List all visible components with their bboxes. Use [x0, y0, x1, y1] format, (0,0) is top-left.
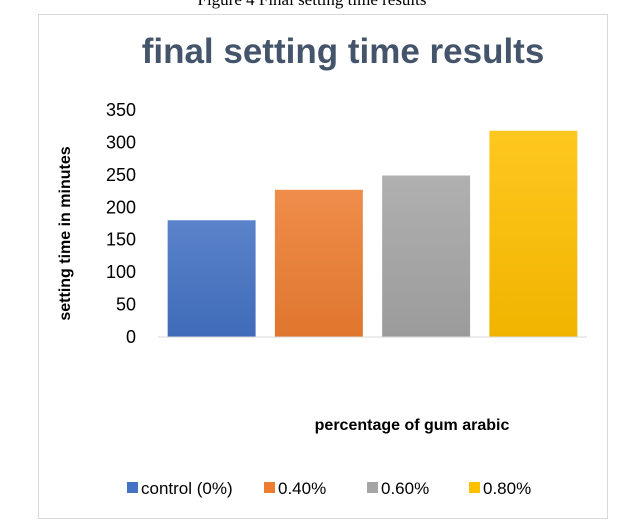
- y-tick-label: 100: [106, 262, 136, 282]
- legend: control (0%) 0.40% 0.60% 0.80%: [127, 479, 531, 498]
- y-tick-label: 250: [106, 165, 136, 185]
- bar-2: [274, 189, 363, 337]
- legend-swatch: [127, 482, 138, 493]
- legend-label: 0.40%: [278, 479, 326, 498]
- figure-caption-text: Figure 4 Final setting time results: [0, 0, 624, 10]
- legend-label: control (0%): [141, 479, 233, 498]
- y-tick-label: 200: [106, 197, 136, 217]
- y-tick-label: 150: [106, 230, 136, 250]
- legend-swatch: [469, 482, 480, 493]
- bar-1: [167, 220, 256, 337]
- y-tick-label: 300: [106, 132, 136, 152]
- y-axis-label: setting time in minutes: [57, 146, 74, 320]
- bar-3: [382, 175, 471, 337]
- figure-caption: Figure 4 Final setting time results: [0, 0, 624, 16]
- legend-label: 0.60%: [381, 479, 429, 498]
- legend-swatch: [264, 482, 275, 493]
- legend-swatch: [367, 482, 378, 493]
- bar-4: [489, 130, 578, 337]
- y-tick-label: 50: [116, 295, 136, 315]
- y-tick-label: 350: [106, 100, 136, 120]
- bars: [167, 130, 578, 337]
- y-axis-ticks: 0 50 100 150 200 250 300 350: [106, 100, 136, 347]
- legend-label: 0.80%: [483, 479, 531, 498]
- y-tick-label: 0: [126, 327, 136, 347]
- chart-title: final setting time results: [142, 32, 545, 71]
- x-axis-label: percentage of gum arabic: [315, 417, 510, 434]
